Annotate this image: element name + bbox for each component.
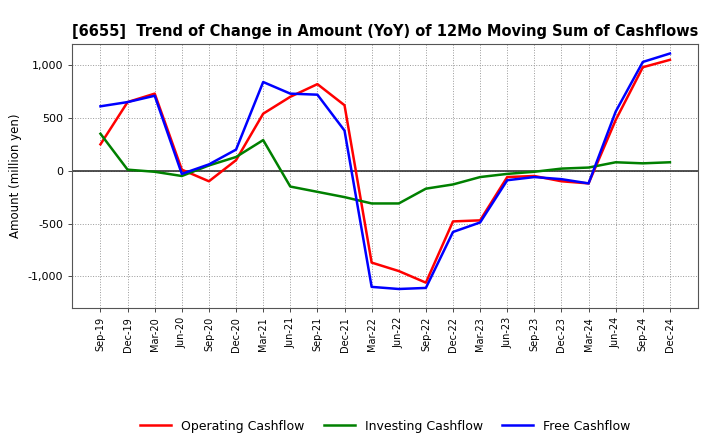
Investing Cashflow xyxy=(530,169,539,174)
Free Cashflow xyxy=(178,171,186,176)
Free Cashflow xyxy=(639,59,647,65)
Line: Operating Cashflow: Operating Cashflow xyxy=(101,60,670,282)
Investing Cashflow xyxy=(557,166,566,171)
Operating Cashflow xyxy=(286,94,294,99)
Free Cashflow xyxy=(123,99,132,105)
Operating Cashflow xyxy=(665,57,674,62)
Operating Cashflow xyxy=(557,179,566,184)
Investing Cashflow xyxy=(286,184,294,189)
Investing Cashflow xyxy=(395,201,403,206)
Operating Cashflow xyxy=(395,268,403,274)
Investing Cashflow xyxy=(639,161,647,166)
Operating Cashflow xyxy=(476,218,485,223)
Investing Cashflow xyxy=(476,174,485,180)
Investing Cashflow xyxy=(584,165,593,170)
Investing Cashflow xyxy=(341,194,349,200)
Free Cashflow xyxy=(503,178,511,183)
Free Cashflow xyxy=(395,286,403,292)
Operating Cashflow xyxy=(611,117,620,123)
Investing Cashflow xyxy=(123,167,132,172)
Free Cashflow xyxy=(367,284,376,290)
Free Cashflow xyxy=(421,285,430,290)
Operating Cashflow xyxy=(259,111,268,116)
Title: [6655]  Trend of Change in Amount (YoY) of 12Mo Moving Sum of Cashflows: [6655] Trend of Change in Amount (YoY) o… xyxy=(72,24,698,39)
Investing Cashflow xyxy=(178,173,186,179)
Operating Cashflow xyxy=(367,260,376,265)
Free Cashflow xyxy=(313,92,322,97)
Operating Cashflow xyxy=(123,99,132,105)
Investing Cashflow xyxy=(449,182,457,187)
Line: Free Cashflow: Free Cashflow xyxy=(101,54,670,289)
Line: Investing Cashflow: Investing Cashflow xyxy=(101,134,670,203)
Operating Cashflow xyxy=(96,142,105,147)
Investing Cashflow xyxy=(150,169,159,174)
Investing Cashflow xyxy=(367,201,376,206)
Operating Cashflow xyxy=(313,81,322,87)
Operating Cashflow xyxy=(639,65,647,70)
Investing Cashflow xyxy=(611,160,620,165)
Investing Cashflow xyxy=(96,131,105,136)
Investing Cashflow xyxy=(421,186,430,191)
Operating Cashflow xyxy=(178,167,186,172)
Free Cashflow xyxy=(204,162,213,167)
Operating Cashflow xyxy=(503,174,511,180)
Free Cashflow xyxy=(286,91,294,96)
Free Cashflow xyxy=(665,51,674,56)
Free Cashflow xyxy=(449,229,457,235)
Free Cashflow xyxy=(584,181,593,186)
Operating Cashflow xyxy=(421,280,430,285)
Free Cashflow xyxy=(476,220,485,225)
Operating Cashflow xyxy=(449,219,457,224)
Free Cashflow xyxy=(96,104,105,109)
Operating Cashflow xyxy=(530,173,539,179)
Investing Cashflow xyxy=(503,171,511,176)
Free Cashflow xyxy=(150,93,159,99)
Y-axis label: Amount (million yen): Amount (million yen) xyxy=(9,114,22,238)
Operating Cashflow xyxy=(341,103,349,108)
Operating Cashflow xyxy=(584,181,593,186)
Operating Cashflow xyxy=(232,158,240,163)
Free Cashflow xyxy=(611,109,620,114)
Operating Cashflow xyxy=(204,179,213,184)
Legend: Operating Cashflow, Investing Cashflow, Free Cashflow: Operating Cashflow, Investing Cashflow, … xyxy=(135,414,635,437)
Free Cashflow xyxy=(557,176,566,182)
Free Cashflow xyxy=(232,147,240,152)
Free Cashflow xyxy=(530,174,539,180)
Investing Cashflow xyxy=(313,189,322,194)
Free Cashflow xyxy=(341,128,349,133)
Investing Cashflow xyxy=(232,154,240,160)
Investing Cashflow xyxy=(665,160,674,165)
Free Cashflow xyxy=(259,79,268,84)
Investing Cashflow xyxy=(259,137,268,143)
Investing Cashflow xyxy=(204,163,213,168)
Operating Cashflow xyxy=(150,91,159,96)
